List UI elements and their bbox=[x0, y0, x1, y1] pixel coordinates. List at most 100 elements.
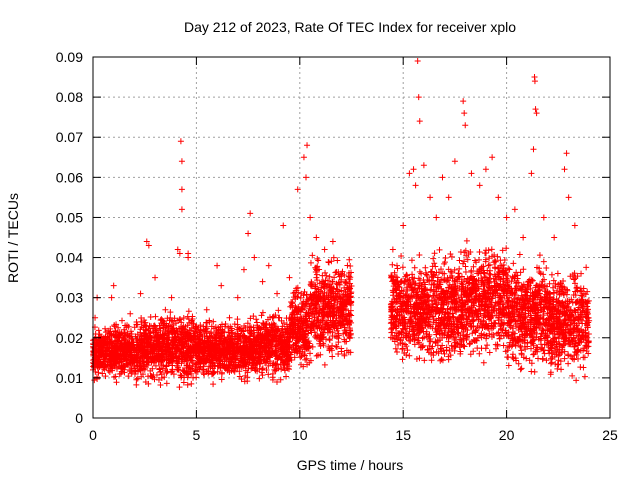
data-point bbox=[240, 342, 247, 349]
data-point bbox=[436, 330, 443, 337]
data-point bbox=[319, 317, 326, 324]
data-point bbox=[300, 292, 307, 299]
data-point bbox=[95, 327, 102, 334]
data-point bbox=[214, 368, 221, 375]
data-point bbox=[456, 285, 463, 292]
data-point bbox=[392, 325, 399, 332]
data-point bbox=[162, 346, 169, 353]
data-point bbox=[125, 346, 132, 353]
data-point bbox=[251, 327, 258, 334]
data-point bbox=[163, 380, 170, 387]
data-point bbox=[116, 329, 123, 336]
data-point bbox=[96, 353, 103, 360]
data-point bbox=[155, 376, 162, 383]
data-point bbox=[439, 357, 446, 364]
data-point bbox=[303, 324, 310, 331]
data-point bbox=[308, 278, 315, 285]
data-point bbox=[389, 313, 396, 320]
data-point bbox=[163, 341, 170, 348]
data-point bbox=[105, 327, 112, 334]
data-point bbox=[314, 263, 321, 270]
data-point bbox=[317, 331, 324, 338]
data-point bbox=[111, 373, 118, 380]
data-point bbox=[412, 320, 419, 327]
data-point bbox=[232, 356, 239, 363]
data-point bbox=[180, 379, 187, 386]
data-point bbox=[170, 337, 177, 344]
data-point bbox=[250, 342, 257, 349]
data-point bbox=[275, 335, 282, 342]
data-point bbox=[148, 353, 155, 360]
data-point bbox=[187, 352, 194, 359]
data-point bbox=[252, 367, 259, 374]
data-point bbox=[309, 292, 316, 299]
data-point bbox=[263, 320, 270, 327]
data-point bbox=[133, 319, 140, 326]
data-point bbox=[145, 357, 152, 364]
data-point bbox=[258, 312, 265, 319]
data-point bbox=[220, 338, 227, 345]
data-point bbox=[169, 362, 176, 369]
chart-title: Day 212 of 2023, Rate Of TEC Index for r… bbox=[184, 19, 516, 35]
data-point bbox=[102, 325, 109, 332]
data-point bbox=[287, 303, 294, 310]
data-point bbox=[292, 321, 299, 328]
data-point bbox=[293, 307, 300, 314]
data-point bbox=[256, 375, 263, 382]
data-point bbox=[328, 283, 335, 290]
data-point bbox=[323, 319, 330, 326]
data-point bbox=[347, 307, 354, 314]
data-point bbox=[299, 343, 306, 350]
data-point bbox=[167, 349, 174, 356]
data-point bbox=[325, 300, 332, 307]
data-point bbox=[279, 325, 286, 332]
data-point bbox=[167, 309, 174, 316]
data-point bbox=[107, 352, 114, 359]
data-point bbox=[121, 335, 128, 342]
data-point bbox=[456, 336, 463, 343]
data-point bbox=[252, 349, 259, 356]
data-point bbox=[206, 356, 213, 363]
data-point bbox=[138, 363, 145, 370]
data-point bbox=[422, 311, 429, 318]
data-point bbox=[263, 366, 270, 373]
data-point bbox=[123, 353, 130, 360]
data-point bbox=[455, 292, 462, 299]
data-point bbox=[157, 368, 164, 375]
data-point bbox=[416, 301, 423, 308]
data-point bbox=[157, 381, 164, 388]
data-point bbox=[416, 251, 423, 258]
data-point bbox=[432, 296, 439, 303]
data-point bbox=[113, 379, 120, 386]
data-point bbox=[137, 355, 144, 362]
data-point bbox=[437, 294, 444, 301]
data-point bbox=[264, 316, 271, 323]
data-point bbox=[184, 322, 191, 329]
data-point bbox=[269, 338, 276, 345]
data-point bbox=[184, 374, 191, 381]
data-point bbox=[203, 333, 210, 340]
data-point bbox=[245, 335, 252, 342]
data-point bbox=[409, 336, 416, 343]
data-point bbox=[426, 337, 433, 344]
data-point bbox=[392, 281, 399, 288]
data-point bbox=[347, 349, 354, 356]
data-point bbox=[335, 351, 342, 358]
data-point bbox=[218, 376, 225, 383]
data-point bbox=[248, 365, 255, 372]
data-point bbox=[428, 309, 435, 316]
data-point bbox=[315, 257, 322, 264]
data-point bbox=[415, 321, 422, 328]
data-point bbox=[241, 378, 248, 385]
data-point bbox=[209, 340, 216, 347]
data-point bbox=[278, 366, 285, 373]
data-point bbox=[399, 315, 406, 322]
data-point bbox=[431, 306, 438, 313]
data-point bbox=[203, 325, 210, 332]
data-point bbox=[185, 316, 192, 323]
data-point bbox=[320, 326, 327, 333]
data-point bbox=[125, 373, 132, 380]
data-point bbox=[112, 327, 119, 334]
data-point bbox=[320, 298, 327, 305]
